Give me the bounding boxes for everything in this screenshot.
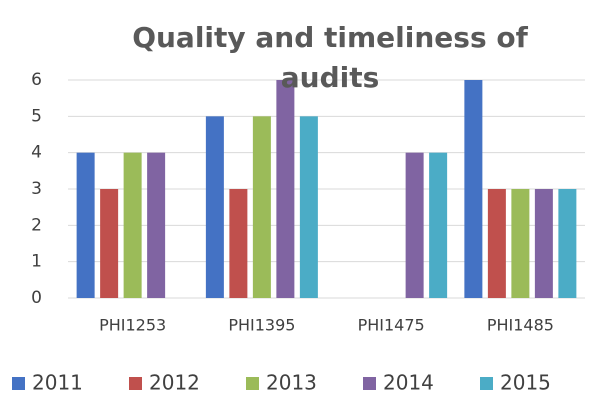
x-tick-label: PHI1475 <box>358 316 425 335</box>
legend-swatch <box>480 377 493 390</box>
y-tick-label: 4 <box>31 143 42 163</box>
bar <box>123 152 142 298</box>
bar <box>276 80 295 298</box>
bar <box>100 189 119 298</box>
y-tick-label: 6 <box>31 70 42 90</box>
bar <box>147 152 166 298</box>
legend-label: 2012 <box>149 371 200 395</box>
bar <box>511 189 530 298</box>
y-tick-label: 2 <box>31 215 42 235</box>
legend-swatch <box>129 377 142 390</box>
x-tick-label: PHI1395 <box>228 316 295 335</box>
bar <box>558 189 577 298</box>
bar <box>205 116 224 298</box>
y-tick-label: 1 <box>31 252 42 272</box>
bar <box>405 152 424 298</box>
legend-swatch <box>12 377 25 390</box>
legend-swatch <box>363 377 376 390</box>
legend-label: 2015 <box>500 371 551 395</box>
bar <box>534 189 553 298</box>
x-tick-label: PHI1485 <box>487 316 554 335</box>
legend-label: 2011 <box>32 371 83 395</box>
y-tick-label: 3 <box>31 179 42 199</box>
legend-label: 2013 <box>266 371 317 395</box>
legend-label: 2014 <box>383 371 434 395</box>
bar <box>299 116 318 298</box>
chart-title: Quality and timeliness of audits <box>132 21 528 94</box>
bar <box>487 189 506 298</box>
legend-swatch <box>246 377 259 390</box>
y-tick-label: 5 <box>31 106 42 126</box>
bar <box>464 80 483 298</box>
bar <box>76 152 95 298</box>
bar <box>229 189 248 298</box>
y-tick-label: 0 <box>31 288 42 308</box>
bar <box>252 116 271 298</box>
bar <box>429 152 448 298</box>
x-tick-label: PHI1253 <box>99 316 166 335</box>
